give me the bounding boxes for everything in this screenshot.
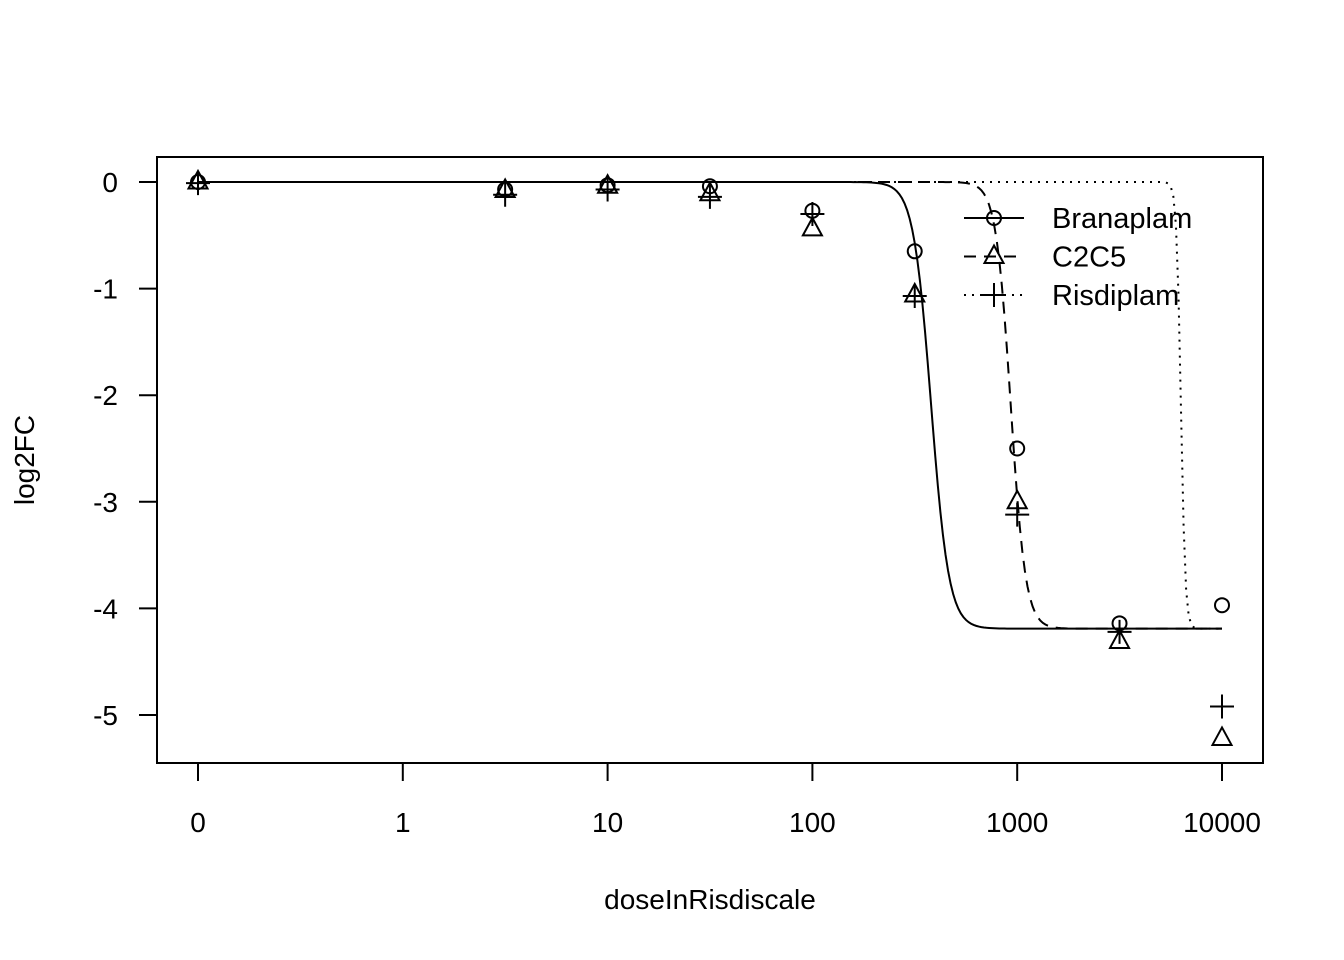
legend-item-c2c5: C2C5 xyxy=(964,242,1126,274)
triangle-point xyxy=(801,215,824,237)
circle-point xyxy=(1009,440,1026,457)
legend-item-branaplam: Branaplam xyxy=(964,203,1192,235)
plus-point xyxy=(800,201,825,226)
plus-point xyxy=(1210,694,1234,719)
x-tick-label: 10 xyxy=(592,807,623,838)
y-tick-label: 0 xyxy=(102,167,118,198)
legend-label: Risdiplam xyxy=(1052,280,1179,312)
legend-label: C2C5 xyxy=(1052,242,1126,274)
x-tick-label: 100 xyxy=(789,807,836,838)
legend: Branaplam C2C5 Risdiplam xyxy=(964,203,1192,312)
circle-point xyxy=(1214,597,1230,614)
x-tick-label: 1 xyxy=(395,807,411,838)
x-tick-label: 10000 xyxy=(1183,807,1261,838)
legend-item-risdiplam: Risdiplam xyxy=(964,280,1179,312)
plus-point xyxy=(902,284,927,309)
x-tick-label: 1000 xyxy=(986,807,1048,838)
plus-point xyxy=(1107,619,1132,644)
y-axis: 0 -1 -2 -3 -4 -5 xyxy=(93,167,158,731)
x-axis-label: doseInRisdiscale xyxy=(604,884,816,915)
x-tick-label: 0 xyxy=(190,807,206,838)
legend-triangle-symbol xyxy=(982,243,1006,264)
circle-point xyxy=(906,243,923,260)
legend-circle-symbol xyxy=(986,210,1002,226)
legend-label: Branaplam xyxy=(1052,203,1192,235)
plus-point xyxy=(697,184,722,209)
y-tick-label: -4 xyxy=(93,593,118,624)
triangle-point xyxy=(1210,725,1234,746)
plus-point xyxy=(186,171,210,196)
plus-point xyxy=(1005,502,1030,527)
plus-point xyxy=(595,177,620,202)
y-tick-label: -1 xyxy=(93,274,118,305)
y-tick-label: -2 xyxy=(93,380,118,411)
series-risdiplam xyxy=(186,171,1234,719)
legend-plus-symbol xyxy=(982,283,1006,307)
y-tick-label: -5 xyxy=(93,700,118,731)
y-tick-label: -3 xyxy=(93,487,118,518)
plus-point xyxy=(493,182,518,207)
x-axis: 0 1 10 100 1000 10000 xyxy=(190,762,1261,838)
y-axis-label: log2FC xyxy=(9,415,40,505)
triangle-point xyxy=(1108,628,1131,649)
data-points xyxy=(186,168,1234,746)
